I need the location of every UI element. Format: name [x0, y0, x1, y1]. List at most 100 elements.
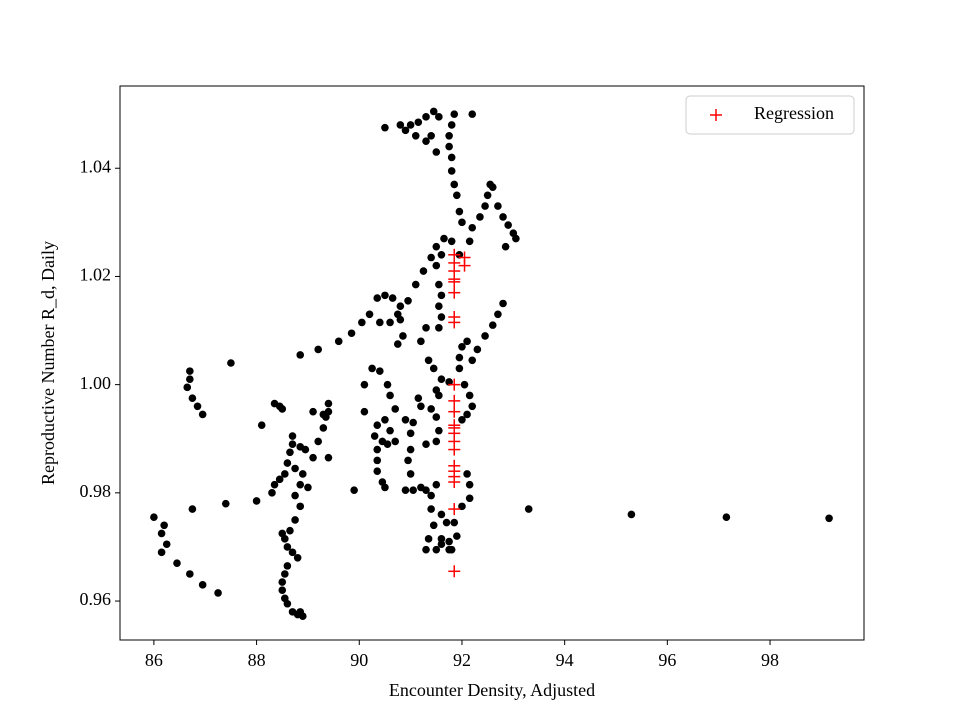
point: [162, 540, 171, 549]
plot-frame: [119, 85, 865, 641]
point: [468, 110, 477, 118]
point: [309, 453, 317, 462]
point: [360, 407, 369, 416]
point: [406, 429, 415, 438]
point: [188, 394, 197, 402]
point: [437, 540, 446, 549]
point: [435, 391, 443, 400]
x-tick-label: 90: [350, 650, 368, 670]
point: [432, 413, 441, 421]
point: [409, 486, 417, 494]
point: [432, 261, 441, 270]
y-tick-label: 1.00: [80, 373, 112, 393]
point: [488, 183, 497, 191]
point: [186, 570, 194, 578]
point: [414, 118, 423, 127]
point: [186, 367, 194, 375]
point: [448, 443, 461, 456]
point: [429, 521, 438, 530]
point: [422, 324, 430, 332]
point: [422, 440, 430, 448]
point: [388, 294, 397, 302]
point: [278, 586, 287, 595]
point: [432, 148, 441, 156]
point: [401, 126, 410, 135]
point: [304, 483, 312, 492]
point: [309, 407, 317, 416]
point: [442, 518, 451, 527]
point: [293, 553, 302, 562]
point: [319, 410, 328, 419]
point: [494, 310, 502, 319]
point: [450, 110, 459, 118]
point: [448, 275, 461, 288]
point: [455, 364, 464, 373]
point: [447, 167, 456, 175]
point: [396, 121, 405, 129]
point: [432, 480, 441, 489]
point: [468, 402, 477, 411]
point: [427, 505, 435, 513]
point: [281, 570, 289, 578]
point: [411, 131, 420, 140]
point: [458, 502, 466, 511]
point: [427, 253, 435, 262]
point: [278, 529, 287, 538]
point: [458, 218, 466, 227]
point: [499, 213, 507, 221]
point: [373, 456, 382, 465]
x-tick-label: 94: [556, 650, 574, 670]
point: [483, 191, 492, 200]
point: [381, 291, 389, 300]
point: [424, 535, 433, 543]
point: [347, 329, 356, 338]
point: [448, 286, 461, 299]
point: [468, 223, 477, 232]
point: [427, 131, 435, 140]
point: [188, 505, 197, 513]
point: [319, 424, 328, 432]
point: [314, 437, 322, 446]
point: [450, 518, 459, 527]
point: [286, 526, 294, 535]
point: [376, 367, 384, 375]
point: [401, 416, 410, 424]
point: [450, 180, 459, 189]
point: [465, 237, 474, 246]
point: [198, 581, 207, 589]
point: [314, 345, 322, 354]
point: [445, 131, 453, 140]
point: [825, 514, 833, 523]
point: [473, 345, 482, 354]
point: [427, 405, 435, 413]
point: [288, 440, 297, 448]
x-tick-label: 88: [248, 650, 266, 670]
point: [278, 405, 287, 413]
point: [324, 399, 333, 408]
point: [406, 121, 415, 129]
point: [296, 608, 305, 616]
x-axis-label: Encounter Density, Adjusted: [389, 680, 595, 700]
point: [404, 296, 412, 305]
point: [463, 410, 471, 419]
point: [324, 453, 333, 462]
point: [460, 380, 469, 389]
point: [435, 302, 443, 310]
point: [437, 250, 446, 259]
point: [283, 562, 292, 570]
point: [435, 426, 443, 435]
point: [627, 510, 636, 519]
point: [448, 405, 461, 418]
point: [281, 470, 289, 478]
point: [458, 259, 471, 272]
point: [268, 489, 276, 497]
point: [373, 467, 382, 476]
point: [432, 437, 441, 446]
point: [465, 480, 474, 489]
legend: Regression: [685, 95, 855, 135]
x-tick-label: 86: [145, 650, 163, 670]
point: [476, 213, 484, 221]
point: [468, 356, 477, 365]
legend-box: [685, 95, 855, 135]
point: [414, 394, 423, 402]
